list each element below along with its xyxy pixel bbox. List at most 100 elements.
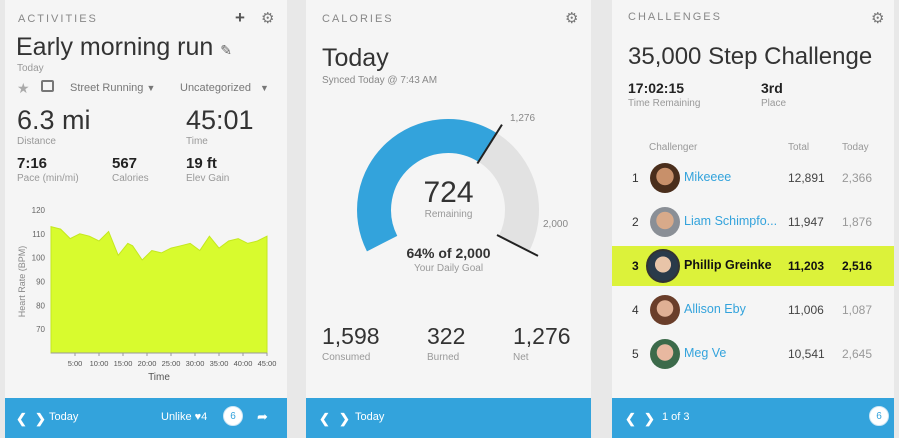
- gear-icon[interactable]: ⚙: [565, 10, 579, 27]
- challenger-name[interactable]: Allison Eby: [684, 302, 746, 316]
- comment-count-badge[interactable]: 6: [869, 406, 889, 426]
- col-today: Today: [842, 142, 869, 153]
- gauge-current-marker: [476, 124, 503, 165]
- y-tick-label: 90: [36, 278, 45, 287]
- remaining-value: 724: [423, 176, 474, 209]
- x-tick-label: 5:00: [68, 359, 83, 368]
- activity-type-value: Street Running: [70, 82, 144, 94]
- row-total: 11,947: [788, 215, 824, 229]
- row-rank: 5: [632, 347, 639, 361]
- y-tick-label: 120: [32, 206, 46, 215]
- calories-value: 567: [112, 155, 138, 172]
- leaderboard-row[interactable]: 5 Meg Ve 10,541 2,645: [612, 334, 894, 374]
- net-value: 1,276: [513, 323, 571, 349]
- challenger-name[interactable]: Mikeeee: [684, 170, 732, 184]
- distance-label: Distance: [17, 136, 56, 147]
- next-arrow-icon[interactable]: ❯: [35, 411, 46, 426]
- leaderboard-row-current-user[interactable]: 3 Phillip Greinke 11,203 2,516: [612, 246, 894, 286]
- leaderboard-row[interactable]: 4 Allison Eby 11,006 1,087: [612, 290, 894, 330]
- x-tick-label: 45:00: [258, 359, 277, 368]
- row-rank: 4: [632, 303, 639, 317]
- row-rank: 2: [632, 215, 639, 229]
- row-today: 1,876: [842, 215, 873, 229]
- activity-title[interactable]: Early morning run ✎: [16, 33, 232, 62]
- challenges-card: CHALLENGES ⚙ 35,000 Step Challenge 17:02…: [612, 0, 894, 438]
- x-axis-label: Time: [148, 372, 170, 383]
- row-today: 2,645: [842, 347, 873, 361]
- activities-header: ACTIVITIES: [18, 13, 98, 25]
- gauge-end-marker: [496, 234, 539, 257]
- leaderboard-row[interactable]: 2 Liam Schimpfo... 11,947 1,876: [612, 202, 894, 242]
- elev-value: 19 ft: [186, 155, 217, 172]
- activity-title-text: Early morning run: [16, 33, 214, 61]
- gauge-mark-value: 1,276: [510, 113, 536, 124]
- unlike-label: Unlike: [161, 411, 192, 423]
- heart-icon: ♥: [194, 411, 202, 423]
- comment-count-badge[interactable]: 6: [223, 406, 243, 426]
- leaderboard-row[interactable]: 1 Mikeeee 12,891 2,366: [612, 158, 894, 198]
- row-today: 1,087: [842, 303, 873, 317]
- gauge-end-value: 2,000: [543, 219, 569, 230]
- footer-today-link[interactable]: Today: [355, 411, 385, 423]
- footer-today-link[interactable]: Today: [49, 411, 79, 423]
- challenger-name[interactable]: Liam Schimpfo...: [684, 214, 778, 228]
- place-label: Place: [761, 98, 787, 109]
- y-tick-label: 100: [32, 254, 46, 263]
- y-tick-label: 80: [36, 301, 45, 310]
- activities-card: ACTIVITIES + ⚙ Early morning run ✎ Today…: [5, 0, 287, 438]
- gauge-progress: [357, 119, 497, 252]
- time-value: 45:01: [186, 105, 254, 135]
- note-edit-icon[interactable]: [41, 80, 54, 92]
- x-tick-label: 15:00: [114, 359, 133, 368]
- star-icon[interactable]: ★: [17, 80, 30, 96]
- row-rank: 3: [632, 259, 639, 273]
- challenger-name[interactable]: Phillip Greinke: [684, 258, 772, 272]
- distance-value: 6.3 mi: [17, 105, 91, 135]
- prev-arrow-icon[interactable]: ❮: [16, 411, 27, 426]
- x-tick-label: 25:00: [162, 359, 181, 368]
- row-total: 10,541: [788, 347, 825, 361]
- time-remaining-label: Time Remaining: [628, 98, 701, 109]
- activity-date: Today: [17, 63, 44, 74]
- chevron-down-icon: ▼: [146, 83, 156, 93]
- challenge-title: 35,000 Step Challenge: [628, 43, 873, 70]
- place-value: 3rd: [761, 80, 783, 96]
- challenges-header: CHALLENGES: [628, 11, 722, 23]
- goal-text: 64% of 2,000: [406, 245, 491, 261]
- prev-arrow-icon[interactable]: ❮: [625, 411, 636, 426]
- calorie-gauge: [357, 119, 539, 257]
- next-arrow-icon[interactable]: ❯: [644, 411, 655, 426]
- challenger-name[interactable]: Meg Ve: [684, 346, 727, 360]
- page-indicator: 1 of 3: [662, 411, 690, 423]
- add-icon[interactable]: +: [235, 8, 245, 27]
- avatar: [650, 295, 680, 325]
- prev-arrow-icon[interactable]: ❮: [319, 411, 330, 426]
- y-axis-label: Heart Rate (BPM): [17, 246, 27, 318]
- synced-text: Synced Today @ 7:43 AM: [322, 75, 438, 86]
- avatar: [650, 339, 680, 369]
- edit-pencil-icon[interactable]: ✎: [220, 42, 232, 58]
- x-tick-label: 30:00: [186, 359, 205, 368]
- share-icon[interactable]: ➦: [257, 409, 268, 424]
- time-label: Time: [186, 136, 208, 147]
- activity-category-select[interactable]: Uncategorized ▼: [180, 82, 269, 94]
- row-today: 2,366: [842, 171, 873, 185]
- next-arrow-icon[interactable]: ❯: [339, 411, 350, 426]
- chevron-down-icon: ▼: [260, 83, 269, 93]
- calories-card: CALORIES ⚙ Today Synced Today @ 7:43 AM …: [306, 0, 591, 438]
- goal-label: Your Daily Goal: [413, 263, 484, 274]
- activity-category-value: Uncategorized: [180, 82, 251, 94]
- calories-header: CALORIES: [322, 13, 394, 25]
- consumed-label: Consumed: [322, 352, 371, 363]
- calories-title: Today: [322, 44, 389, 72]
- activity-type-select[interactable]: Street Running ▼: [70, 82, 155, 94]
- row-total: 11,006: [788, 303, 824, 317]
- x-tick-label: 20:00: [138, 359, 157, 368]
- gear-icon[interactable]: ⚙: [261, 10, 275, 27]
- remaining-label: Remaining: [424, 209, 473, 220]
- avatar: [646, 249, 680, 283]
- pace-value: 7:16: [17, 155, 48, 172]
- unlike-button[interactable]: Unlike ♥4: [161, 411, 207, 423]
- gear-icon[interactable]: ⚙: [871, 10, 885, 27]
- calories-label: Calories: [112, 173, 149, 184]
